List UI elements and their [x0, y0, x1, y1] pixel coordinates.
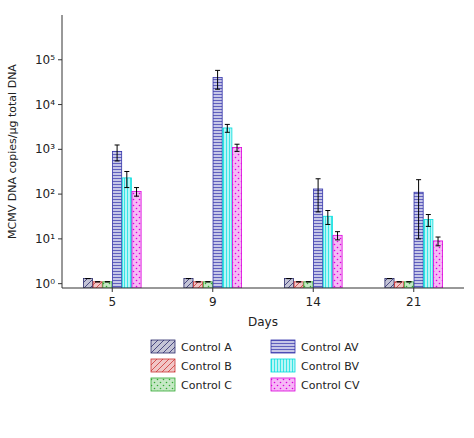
bar	[93, 282, 102, 288]
error-bar	[235, 144, 240, 151]
y-tick-label: 10³	[35, 142, 55, 156]
bar	[223, 128, 232, 288]
error-bar	[196, 281, 201, 282]
x-tick-label: 14	[306, 295, 321, 309]
bar	[304, 282, 313, 288]
bars	[83, 70, 442, 288]
bar	[424, 220, 433, 288]
y-tick	[58, 59, 62, 60]
error-bar	[406, 281, 411, 282]
bar	[213, 78, 222, 288]
legend-label: Control A	[181, 341, 232, 354]
bar	[294, 282, 303, 288]
legend-swatch	[271, 340, 295, 353]
bar	[323, 216, 332, 288]
bar	[103, 282, 112, 288]
error-bar	[225, 124, 230, 132]
error-bar	[316, 179, 321, 212]
error-bar	[306, 281, 311, 282]
bar	[184, 279, 193, 288]
y-tick-label: 10⁵	[35, 53, 55, 67]
x-axis-line	[62, 288, 464, 289]
y-tick	[58, 194, 62, 195]
y-tick	[58, 283, 62, 284]
y-tick-label: 10¹	[35, 232, 55, 246]
x-tick-label: 5	[108, 295, 116, 309]
legend-label: Control BV	[301, 360, 359, 373]
legend-swatch	[151, 359, 175, 372]
bar	[333, 235, 342, 288]
bar	[132, 191, 141, 288]
bar	[433, 241, 442, 288]
y-tick	[58, 149, 62, 150]
legend-swatch	[271, 359, 295, 372]
x-tick	[112, 288, 113, 292]
error-bar	[205, 281, 210, 282]
legend-label: Control CV	[301, 379, 360, 392]
error-bar	[85, 278, 90, 279]
bar	[385, 279, 394, 288]
bar	[203, 282, 212, 288]
error-bar	[215, 70, 220, 89]
legend-swatch	[151, 340, 175, 353]
legend-swatch	[151, 378, 175, 391]
y-tick	[58, 104, 62, 105]
error-bar	[387, 278, 392, 279]
y-tick	[58, 238, 62, 239]
error-bar	[426, 215, 431, 227]
error-bar	[416, 180, 421, 239]
legend-label: Control AV	[301, 341, 359, 354]
y-axis-label: MCMV DNA copies/μg total DNA	[6, 64, 19, 239]
error-bar	[286, 278, 291, 279]
error-bar	[335, 232, 340, 240]
legend: Control A Control B Control C Control AV Con…	[151, 340, 360, 392]
x-axis-label: Days	[248, 315, 278, 329]
error-bar	[296, 281, 301, 282]
error-bar	[115, 145, 120, 161]
bar	[284, 279, 293, 288]
bar	[83, 279, 92, 288]
legend-label: Control C	[181, 379, 232, 392]
error-bar	[325, 211, 330, 225]
bar	[194, 282, 203, 288]
error-bar	[186, 278, 191, 279]
bar	[404, 282, 413, 288]
bar	[113, 151, 122, 288]
y-axis-line	[62, 15, 63, 288]
x-tick	[413, 288, 414, 292]
bar	[122, 178, 131, 288]
x-tick	[212, 288, 213, 292]
error-bar	[95, 281, 100, 282]
legend-label: Control B	[181, 360, 232, 373]
error-bar	[436, 237, 441, 246]
error-bar	[397, 281, 402, 282]
legend-swatch	[271, 378, 295, 391]
x-tick-label: 9	[209, 295, 217, 309]
y-tick-label: 10⁰	[35, 277, 55, 291]
error-bar	[124, 171, 129, 187]
y-tick-label: 10⁴	[35, 98, 55, 112]
y-tick-label: 10²	[35, 187, 55, 201]
error-bar	[134, 188, 139, 197]
chart: 10⁰ 10¹ 10² 10³ 10⁴ 10⁵ 5 9 14 21 Days MCMV DNA cop…	[0, 0, 474, 438]
error-bar	[105, 281, 110, 282]
x-tick-label: 21	[406, 295, 421, 309]
bar	[395, 282, 404, 288]
bar	[232, 147, 241, 288]
x-tick	[313, 288, 314, 292]
